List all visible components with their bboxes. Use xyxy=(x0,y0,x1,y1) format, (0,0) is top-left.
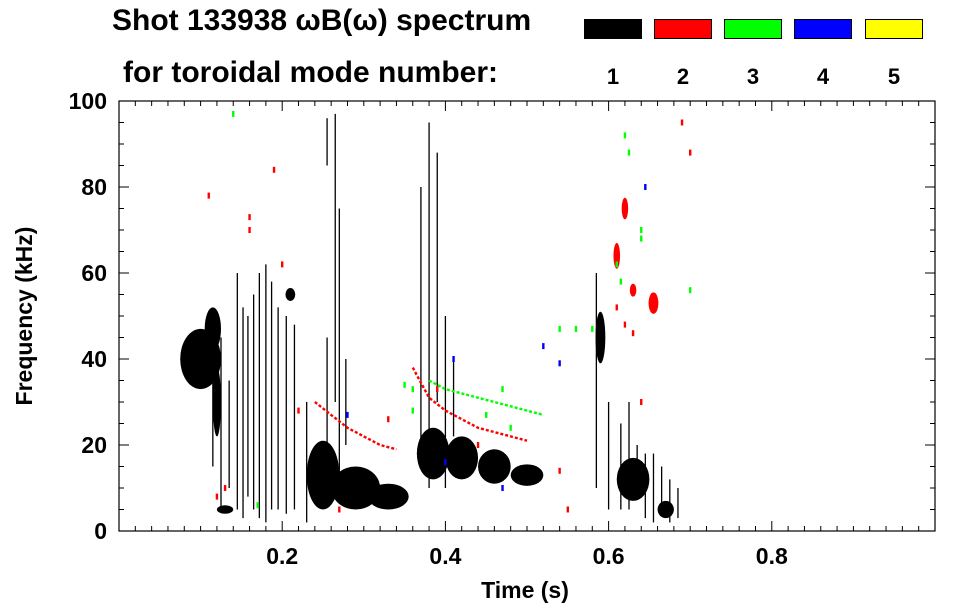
mode-1-blob-11 xyxy=(595,311,606,364)
x-tick-label: 0.8 xyxy=(756,543,788,569)
legend-swatch-mode-5 xyxy=(865,19,923,39)
series-mode-2 xyxy=(207,119,692,513)
y-tick-label: 40 xyxy=(81,346,107,372)
mode-2-blob-2 xyxy=(621,197,629,220)
mode-2-point-11 xyxy=(566,506,569,513)
mode-3-point-2 xyxy=(615,261,618,268)
mode-4-point-3 xyxy=(501,485,504,491)
x-tick-label: 0.2 xyxy=(266,543,298,569)
mode-4-point-6 xyxy=(444,459,447,466)
mode-2-point-5 xyxy=(215,493,219,500)
legend-swatch-mode-2 xyxy=(654,19,712,39)
mode-2-point-8 xyxy=(436,386,439,393)
y-tick-label: 20 xyxy=(81,432,107,458)
series-mode-4 xyxy=(346,184,647,491)
mode-4-point-5 xyxy=(346,411,349,418)
mode-2-point-3 xyxy=(297,407,300,414)
mode-3-point-9 xyxy=(403,381,406,388)
mode-4-point-1 xyxy=(558,360,561,367)
mode-4-point-0 xyxy=(542,343,545,350)
mode-3-point-12 xyxy=(256,502,259,509)
y-tick-label: 80 xyxy=(81,174,107,200)
axis-tick-labels: 0 20 40 60 80 100 0.2 0.4 0.6 0.8 xyxy=(69,88,788,569)
y-tick-label: 0 xyxy=(94,518,107,544)
mode-1-blob-4 xyxy=(306,440,340,510)
mode-1-blob-5 xyxy=(331,466,381,510)
mode-2-point-4 xyxy=(223,485,227,491)
mode-1-blob-6 xyxy=(367,483,409,510)
mode-3-point-5 xyxy=(640,235,643,242)
mode-4-point-4 xyxy=(644,184,647,190)
mode-2-point-0 xyxy=(207,192,210,199)
legend-swatch-mode-1 xyxy=(584,19,642,39)
mode-2-blob-3 xyxy=(629,283,637,297)
mode-2-point-12 xyxy=(615,304,618,311)
mode-2-point-6 xyxy=(338,506,341,513)
mode-3-point-4 xyxy=(640,227,643,233)
mode-1-blob-10 xyxy=(510,464,544,486)
mode-3-point-7 xyxy=(574,325,578,332)
mode-2-point-14 xyxy=(631,330,635,337)
y-axis-label: Frequency (kHz) xyxy=(11,227,37,406)
mode-2-point-18 xyxy=(272,166,276,173)
mode-2-trail-1 xyxy=(411,367,528,442)
mode-3-trail-0 xyxy=(428,379,544,417)
x-tick-label: 0.4 xyxy=(429,543,461,569)
mode-4-point-2 xyxy=(452,356,455,362)
legend-label-mode-4: 4 xyxy=(816,64,830,89)
mode-3-point-11 xyxy=(232,110,235,117)
mode-2-point-13 xyxy=(623,321,627,328)
mode-2-point-10 xyxy=(558,467,561,474)
mode-2-point-15 xyxy=(640,399,643,405)
mode-2-point-19 xyxy=(248,214,251,221)
legend-swatch-mode-3 xyxy=(724,19,782,39)
legend-label-mode-1: 1 xyxy=(606,64,620,89)
mode-1-blob-2 xyxy=(212,367,221,437)
mode-2-trail-0 xyxy=(314,401,397,451)
x-axis-label: Time (s) xyxy=(481,577,569,603)
mode-3-point-10 xyxy=(411,386,414,393)
legend-label-mode-3: 3 xyxy=(746,64,760,89)
mode-2-point-16 xyxy=(689,149,692,156)
mode-1-blob-3 xyxy=(216,505,234,514)
mode-1-blob-13 xyxy=(657,500,674,519)
y-tick-label: 60 xyxy=(81,260,107,286)
mode-3-point-3 xyxy=(619,278,623,285)
mode-3-point-6 xyxy=(558,325,561,332)
mode-3-point-16 xyxy=(411,407,414,414)
mode-2-point-1 xyxy=(248,227,251,233)
legend-label-mode-2: 2 xyxy=(676,64,690,89)
x-tick-label: 0.6 xyxy=(593,543,625,569)
mode-3-point-14 xyxy=(509,424,512,431)
chart-title-line1: Shot 133938 ωB(ω) spectrum xyxy=(112,4,532,37)
mode-2-blob-0 xyxy=(648,292,659,314)
mode-1-blob-9 xyxy=(478,449,511,484)
legend-swatch-mode-4 xyxy=(794,19,852,39)
series-mode-3 xyxy=(232,110,692,509)
mode-1-blob-7 xyxy=(416,427,450,480)
chart-marks xyxy=(180,110,692,523)
mode-1-blob-8 xyxy=(445,436,479,480)
mode-1-blob-12 xyxy=(616,457,650,501)
mode-2-point-2 xyxy=(281,261,284,268)
mode-2-point-7 xyxy=(387,416,390,423)
mode-2-point-9 xyxy=(476,442,480,448)
mode-3-point-8 xyxy=(591,325,594,332)
mode-3-point-17 xyxy=(485,411,488,418)
mode-2-point-17 xyxy=(680,119,684,126)
mode-3-point-0 xyxy=(623,132,627,139)
mode-3-point-1 xyxy=(627,149,631,156)
axis-ticks xyxy=(119,100,935,532)
series-mode-1 xyxy=(180,113,679,523)
chart-title-line2: for toroidal mode number: xyxy=(123,56,498,89)
y-tick-label: 100 xyxy=(69,88,107,114)
mode-3-point-15 xyxy=(689,287,692,294)
mode-2-blob-1 xyxy=(613,242,621,269)
mode-3-point-13 xyxy=(501,386,504,393)
mode-1-blob-14 xyxy=(285,288,296,301)
legend-label-mode-5: 5 xyxy=(887,64,901,89)
